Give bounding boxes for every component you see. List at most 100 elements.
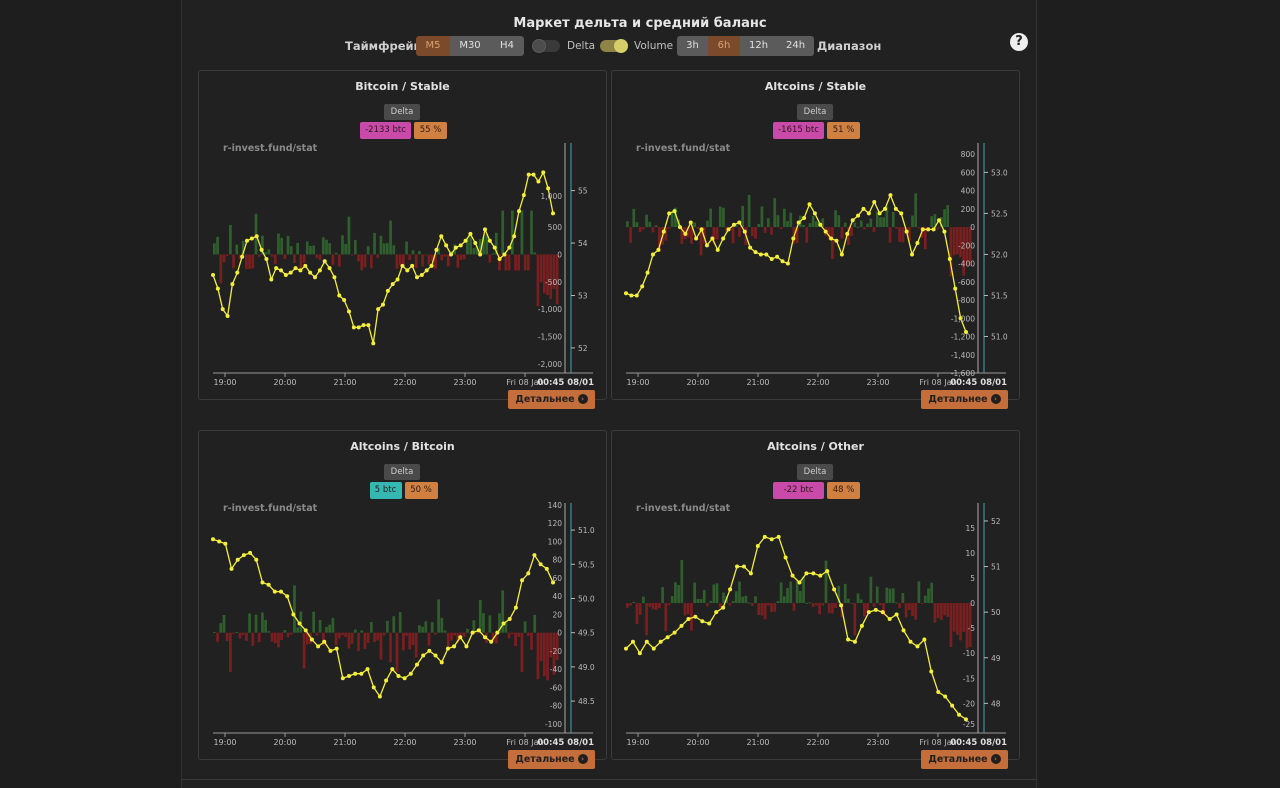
delta-bar <box>357 254 360 262</box>
delta-bar <box>939 603 943 620</box>
delta-bar <box>635 603 639 624</box>
delta-tick-label: 5 <box>970 574 975 583</box>
range-24h[interactable]: 24h <box>777 36 814 56</box>
delta-bar <box>850 227 853 237</box>
balance-point <box>645 270 650 275</box>
delta-bar <box>747 602 751 604</box>
balance-point <box>931 227 936 232</box>
delta-bar <box>952 603 956 632</box>
balance-point <box>274 266 279 271</box>
balance-point <box>309 637 314 642</box>
balance-point <box>825 569 830 574</box>
balance-tick-label: 49.5 <box>578 629 595 638</box>
delta-tick-label: -60 <box>550 683 562 692</box>
delta-bar <box>514 254 517 271</box>
delta-bar <box>648 603 652 607</box>
delta-bar <box>501 590 505 633</box>
delta-balance-chart: 19:00 20:00 21:00 22:00 23:00 Fri 08 Jan00:45… <box>624 503 1007 748</box>
balance-tick-label: 50 <box>991 608 1001 617</box>
delta-tick-label: 800 <box>961 150 976 159</box>
timeframe-m5[interactable]: M5 <box>416 36 450 56</box>
balance-point <box>512 234 517 239</box>
balance-point <box>269 277 274 282</box>
delta-bar <box>520 632 524 673</box>
delta-tick-label: -500 <box>545 278 562 287</box>
delta-bar <box>847 598 850 604</box>
balance-point <box>629 293 634 298</box>
delta-bar <box>386 620 389 633</box>
delta-bar <box>936 227 940 230</box>
delta-bar <box>539 254 543 283</box>
delta-bar <box>254 614 258 633</box>
delta-bar <box>911 603 914 616</box>
balance-point <box>672 630 677 635</box>
delta-bar <box>632 601 636 604</box>
delta-tick-label: 200 <box>961 205 976 214</box>
delta-bar <box>930 582 934 604</box>
balance-point <box>365 667 370 672</box>
timeframe-m30[interactable]: M30 <box>450 36 490 56</box>
delta-bar <box>472 248 476 255</box>
delta-bar <box>815 221 818 228</box>
range-3h[interactable]: 3h <box>677 36 708 56</box>
details-button[interactable]: Детальнее › <box>508 750 595 769</box>
balance-point <box>637 651 642 656</box>
delta-bar <box>305 241 309 255</box>
help-icon[interactable]: ? <box>1010 33 1028 51</box>
delta-bar <box>232 632 235 634</box>
delta-bar <box>670 596 674 604</box>
delta-toggle[interactable] <box>532 39 560 53</box>
balance-point <box>538 562 543 567</box>
balance-point <box>721 605 726 610</box>
balance-point <box>283 272 288 277</box>
balance-point <box>640 284 645 289</box>
balance-point <box>429 263 434 268</box>
delta-bar <box>696 227 700 229</box>
balance-point <box>337 293 342 298</box>
delta-bar <box>968 603 972 648</box>
balance-point <box>688 220 693 225</box>
range-12h[interactable]: 12h <box>740 36 777 56</box>
balance-tick-label: 55 <box>578 187 588 196</box>
delta-bar <box>722 592 725 604</box>
x-tick-label: 22:00 <box>393 738 416 747</box>
delta-bar <box>789 581 793 604</box>
arrow-right-icon: › <box>577 753 588 764</box>
balance-point <box>517 209 521 214</box>
delta-bar <box>885 587 889 604</box>
details-button[interactable]: Детальнее › <box>921 750 1008 769</box>
delta-bar <box>331 618 335 633</box>
delta-bar <box>943 209 946 228</box>
delta-bar <box>549 632 553 658</box>
x-tick-label: Fri 08 Jan <box>919 738 956 747</box>
watermark: r-invest.fund/stat <box>636 503 731 514</box>
delta-bar <box>782 596 786 604</box>
delta-bar <box>466 238 469 255</box>
delta-bar <box>363 254 367 268</box>
timeframe-h4[interactable]: H4 <box>490 36 524 56</box>
balance-point <box>390 667 395 672</box>
balance-point <box>402 676 407 681</box>
balance-point <box>421 653 426 658</box>
balance-point <box>359 671 364 676</box>
balance-point <box>694 236 699 241</box>
details-button[interactable]: Детальнее › <box>508 390 595 409</box>
delta-bar <box>225 254 229 257</box>
range-6h[interactable]: 6h <box>708 36 740 56</box>
balance-tick-label: 50.0 <box>578 594 595 603</box>
delta-bar <box>667 603 671 606</box>
delta-bar <box>779 227 783 230</box>
balance-tick-label: 49 <box>991 654 1001 663</box>
watermark: r-invest.fund/stat <box>636 143 731 154</box>
details-button[interactable]: Детальнее › <box>921 390 1008 409</box>
balance-line <box>625 193 967 333</box>
delta-bar <box>914 193 918 228</box>
delta-bar <box>750 603 754 606</box>
delta-bar <box>962 603 966 632</box>
delta-tick-label: -100 <box>545 720 562 729</box>
delta-tick-label: 500 <box>548 223 563 232</box>
delta-bar <box>686 603 690 614</box>
delta-bar <box>677 585 680 604</box>
delta-bar <box>520 210 524 255</box>
volume-toggle[interactable] <box>600 39 628 53</box>
